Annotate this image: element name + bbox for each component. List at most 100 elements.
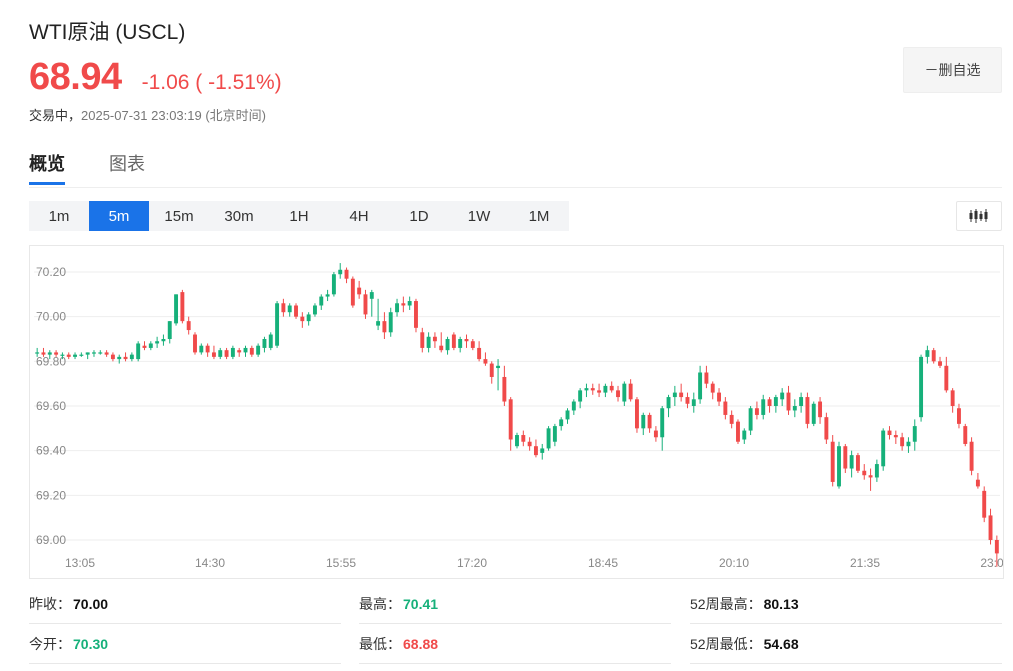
candle: [868, 468, 873, 491]
candle: [129, 352, 134, 362]
candle: [704, 365, 709, 389]
price-chart[interactable]: 70.20 70.00 69.80 69.60 69.40 69.20 69.00 13:0…: [29, 245, 1004, 579]
stat-value: 80.13: [763, 596, 799, 612]
candle: [451, 332, 456, 351]
candle: [174, 294, 179, 326]
candle: [672, 385, 677, 406]
candle: [407, 296, 412, 310]
candle: [186, 316, 191, 335]
tab-chart[interactable]: 图表: [109, 154, 145, 174]
interval-5m[interactable]: 5m: [89, 201, 149, 231]
candle: [180, 289, 185, 324]
candle: [900, 432, 905, 451]
candle: [369, 289, 374, 317]
candle: [85, 352, 90, 360]
x-tick-label: 23:0: [980, 556, 1003, 570]
interval-15m[interactable]: 15m: [164, 207, 194, 225]
candle: [957, 403, 961, 429]
candle: [887, 426, 892, 440]
candle: [912, 419, 917, 451]
candle: [439, 332, 444, 353]
stat-label: 最低：: [359, 636, 401, 652]
candle: [994, 535, 999, 567]
candle: [420, 327, 425, 353]
interval-1d[interactable]: 1D: [409, 207, 429, 225]
candle: [792, 399, 797, 418]
candle: [464, 334, 469, 348]
x-tick-label: 20:10: [719, 556, 749, 570]
remove-watchlist-button[interactable]: －删自选: [903, 47, 1002, 93]
candle: [432, 332, 437, 348]
candle: [306, 312, 311, 326]
candle: [357, 280, 362, 299]
candle: [754, 401, 759, 420]
interval-4h[interactable]: 4H: [349, 207, 369, 225]
interval-1m[interactable]: 1m: [48, 207, 70, 225]
candle: [319, 294, 324, 310]
candle: [508, 397, 513, 451]
trading-status: 交易中，2025-07-31 23:03:19 (北京时间): [29, 105, 266, 124]
candle: [325, 289, 330, 302]
candle: [458, 336, 463, 353]
y-tick-label: 69.60: [36, 399, 66, 413]
candle: [344, 267, 349, 284]
candle: [761, 394, 766, 420]
stat-value: 70.30: [73, 636, 109, 652]
y-tick-label: 69.00: [36, 533, 66, 547]
x-tick-label: 21:35: [850, 556, 880, 570]
candle: [218, 347, 223, 360]
candle: [919, 354, 924, 422]
candle: [609, 381, 614, 393]
candle: [950, 388, 955, 413]
candle: [470, 339, 475, 351]
candle: [931, 347, 936, 364]
y-tick-label: 70.20: [36, 265, 66, 279]
y-tick-label: 70.00: [36, 310, 66, 324]
interval-1h[interactable]: 1H: [289, 207, 309, 225]
candle: [736, 419, 740, 444]
candle: [167, 321, 172, 344]
candle: [338, 263, 343, 279]
price-change: -1.06 ( -1.51%): [141, 71, 282, 94]
candle: [546, 426, 551, 451]
tab-bar: 概览 图表: [29, 150, 1002, 188]
candle: [230, 345, 235, 360]
x-tick-label: 15:55: [326, 556, 356, 570]
candle: [584, 383, 589, 398]
candle: [874, 459, 879, 482]
chart-type-button[interactable]: [956, 201, 1002, 231]
tab-overview[interactable]: 概览: [29, 150, 65, 185]
interval-30m[interactable]: 30m: [224, 207, 254, 225]
candle: [881, 428, 886, 471]
candle: [818, 397, 823, 424]
candle: [975, 473, 980, 489]
x-tick-label: 17:20: [457, 556, 487, 570]
candle: [243, 345, 248, 357]
candle: [533, 439, 538, 458]
candle: [982, 486, 987, 523]
candle: [66, 352, 71, 360]
stat-label: 昨收：: [29, 596, 71, 612]
candle: [515, 432, 519, 449]
candle: [578, 388, 583, 409]
candle: [47, 350, 52, 360]
candle: [786, 385, 791, 415]
candle: [117, 354, 122, 364]
candle: [199, 343, 204, 355]
candle: [496, 359, 501, 391]
candle: [110, 352, 115, 362]
candle: [294, 303, 298, 319]
interval-1w[interactable]: 1W: [467, 207, 491, 225]
stats-row: 今开： 70.30 最低： 68.88 52周最低： 54.68: [29, 625, 1002, 665]
candle: [35, 347, 40, 357]
stat-label: 今开：: [29, 636, 71, 652]
candle: [590, 383, 595, 395]
candle: [799, 392, 804, 413]
candle: [104, 350, 109, 357]
interval-1mo[interactable]: 1M: [528, 207, 550, 225]
candle: [161, 334, 166, 346]
candle: [73, 352, 77, 360]
candle: [256, 343, 261, 357]
candle: [54, 350, 59, 357]
candle: [938, 356, 942, 369]
